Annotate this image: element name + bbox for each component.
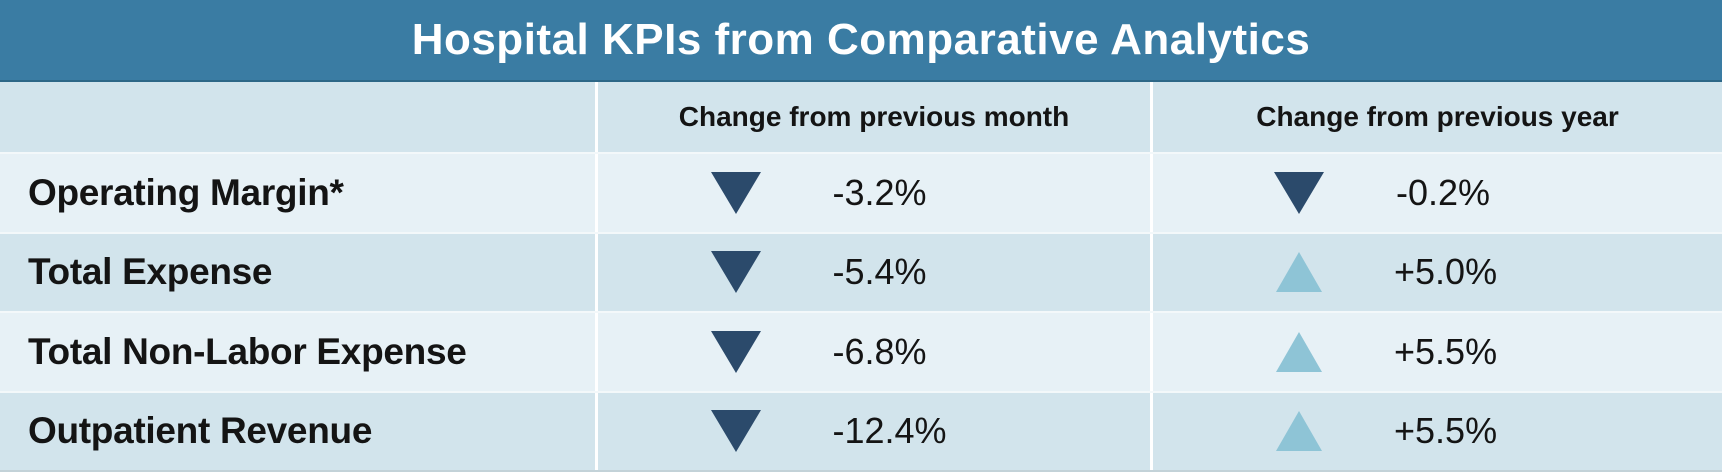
change-value: -0.2% [1396, 171, 1491, 213]
change-value: -12.4% [832, 410, 947, 452]
header-change-year: Change from previous year [1150, 82, 1722, 152]
triangle-up-icon [1276, 411, 1322, 452]
month-change-cell: -12.4% [595, 392, 1150, 470]
header-metric-cell [0, 82, 595, 152]
row-label: Outpatient Revenue [28, 410, 373, 452]
month-change-cell: -3.2% [595, 154, 1150, 232]
header-change-month: Change from previous month [595, 82, 1150, 152]
change-value: +5.5% [1394, 330, 1498, 372]
triangle-up-icon [1276, 252, 1322, 293]
triangle-down-icon [1274, 171, 1324, 214]
change-value: +5.0% [1394, 251, 1498, 293]
table-row-operating-margin: Operating Margin* -3.2% -0.2% [0, 152, 1722, 232]
table-row-total-non-labor-expense: Total Non-Labor Expense -6.8% +5.5% [0, 311, 1722, 391]
year-change-cell: +5.5% [1150, 313, 1722, 391]
change-value: -6.8% [832, 330, 927, 372]
year-change-cell: +5.0% [1150, 233, 1722, 311]
change-value: +5.5% [1394, 410, 1498, 452]
triangle-down-icon [710, 251, 761, 294]
table-row-total-expense: Total Expense -5.4% +5.0% [0, 231, 1722, 311]
change-value: -3.2% [832, 171, 927, 213]
row-label: Total Expense [28, 251, 273, 293]
row-label: Total Non-Labor Expense [28, 330, 467, 372]
change-value: -5.4% [832, 251, 927, 293]
month-change-cell: -5.4% [595, 233, 1150, 311]
table-title: Hospital KPIs from Comparative Analytics [0, 0, 1722, 82]
row-label: Operating Margin* [28, 171, 344, 213]
table-row-outpatient-revenue: Outpatient Revenue -12.4% +5.5% [0, 390, 1722, 470]
triangle-down-icon [710, 171, 761, 214]
year-change-cell: -0.2% [1150, 154, 1722, 232]
header-row: Change from previous month Change from p… [0, 82, 1722, 152]
triangle-down-icon [710, 410, 761, 453]
triangle-up-icon [1276, 331, 1322, 372]
triangle-down-icon [710, 330, 761, 373]
year-change-cell: +5.5% [1150, 392, 1722, 470]
month-change-cell: -6.8% [595, 313, 1150, 391]
